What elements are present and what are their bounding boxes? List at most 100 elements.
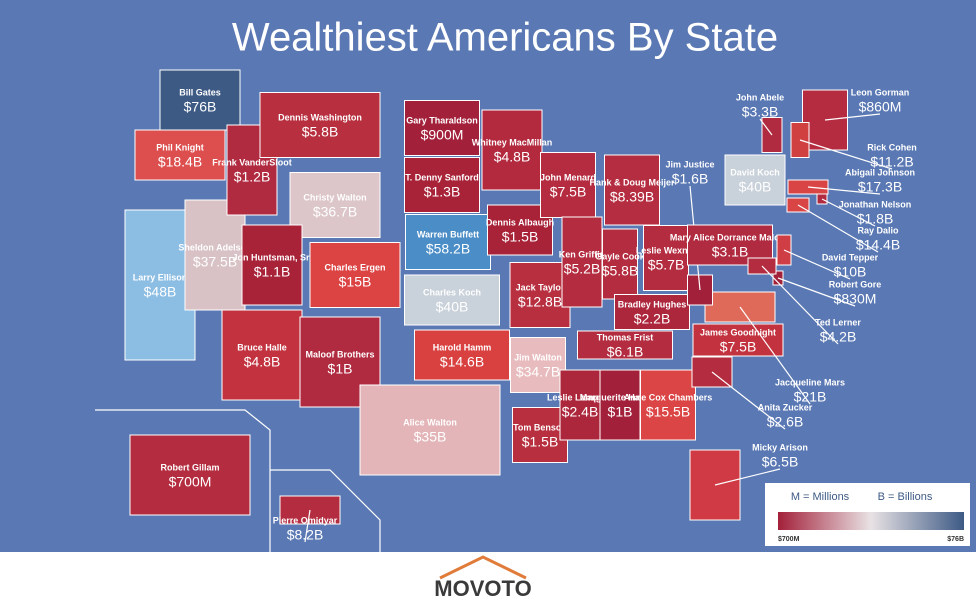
person-name: Leslie Lampton — [547, 392, 613, 402]
person-name: T. Denny Sanford — [405, 172, 479, 182]
state: Dennis Albaugh $1.5B — [486, 204, 554, 256]
person-name: Leon Gorman — [851, 87, 910, 97]
state: Thomas Frist $6.1B — [577, 330, 673, 360]
leader-line — [714, 468, 781, 486]
net-worth: $21B — [794, 389, 827, 405]
state-shape — [404, 100, 480, 156]
net-worth: $5.8B — [602, 263, 639, 279]
person-name: Rick Cohen — [867, 142, 917, 152]
net-worth: $830M — [834, 291, 877, 307]
net-worth: $11.2B — [870, 154, 913, 170]
person-name: Dennis Washington — [278, 112, 362, 122]
leader-line — [739, 306, 811, 405]
person-name: Bill Gates — [179, 87, 221, 97]
net-worth: $36.7B — [313, 204, 357, 220]
leader-line — [711, 371, 786, 430]
net-worth: $5.8B — [302, 124, 339, 140]
leader-line — [799, 139, 893, 170]
person-name: Micky Arison — [752, 442, 808, 452]
state: Dennis Washington $5.8B — [259, 92, 381, 158]
state: Charles Ergen $15B — [309, 242, 401, 308]
person-name: Leslie Wexner — [636, 245, 697, 255]
state-shape — [309, 242, 401, 308]
person-name: Charles Koch — [423, 287, 481, 297]
person-name: Alice Walton — [403, 417, 457, 427]
net-worth: $900M — [421, 127, 464, 143]
net-worth: $1B — [328, 361, 353, 377]
person-name: Harold Hamm — [433, 342, 492, 352]
state: Charles Koch $40B — [404, 274, 500, 326]
net-worth: $1.6B — [672, 171, 709, 187]
legend-billions: B = Billions — [878, 491, 933, 503]
state: Marguerite Harbert $1B — [580, 369, 660, 441]
title: Wealthiest Americans By State — [232, 16, 778, 60]
person-name: Christy Walton — [303, 192, 366, 202]
state: Phil Knight $18.4B — [134, 129, 226, 181]
state: Ted Lerner $4.2B — [747, 257, 861, 345]
state-shape — [724, 154, 786, 206]
person-name: Mary Alice Dorrance Malone — [670, 232, 790, 242]
person-name: John Abele — [736, 92, 784, 102]
state: Leslie Lampton $2.4B — [547, 369, 613, 441]
state-shape — [359, 384, 501, 476]
leader-line — [783, 249, 851, 280]
person-name: Phil Knight — [156, 142, 204, 152]
net-worth: $8.39B — [610, 189, 654, 205]
legend-max: $76B — [947, 536, 964, 543]
person-name: Dennis Albaugh — [486, 217, 554, 227]
net-worth: $5.7B — [648, 257, 685, 273]
state: John Menard $7.5B — [540, 152, 596, 218]
net-worth: $4.8B — [244, 354, 281, 370]
net-worth: $4.8B — [494, 149, 531, 165]
leader-line — [761, 265, 839, 345]
net-worth: $48B — [144, 284, 177, 300]
person-name: Jim Walton — [514, 352, 562, 362]
state: Whitney MacMillan $4.8B — [472, 109, 552, 191]
state-shape — [404, 157, 480, 213]
net-worth: $8.2B — [287, 527, 324, 543]
person-name: Ray Dalio — [857, 225, 899, 235]
net-worth: $40B — [436, 299, 469, 315]
state: Anne Cox Chambers $15.5B — [624, 369, 713, 441]
person-name: Anne Cox Chambers — [624, 392, 713, 402]
net-worth: $14.6B — [440, 354, 484, 370]
state: Hank & Doug Meijer $8.39B — [589, 154, 675, 226]
person-name: Jonathan Nelson — [839, 199, 912, 209]
net-worth: $1.3B — [424, 184, 461, 200]
leader-line — [807, 186, 881, 195]
state: Anita Zucker $2.6B — [691, 356, 813, 430]
net-worth: $3.3B — [742, 104, 779, 120]
state-shape — [602, 228, 638, 300]
net-worth: $6.5B — [762, 454, 799, 470]
net-worth: $2.2B — [634, 311, 671, 327]
person-name: David Koch — [730, 167, 780, 177]
person-name: Gayle Cook — [595, 251, 646, 261]
state: Abigail Johnson $17.3B — [787, 167, 915, 195]
state: Bill Gates $76B — [159, 69, 241, 131]
net-worth: $4.2B — [820, 329, 857, 345]
net-worth: $7.5B — [720, 339, 757, 355]
person-name: David Tepper — [822, 252, 879, 262]
state-shape — [404, 274, 500, 326]
net-worth: $700M — [169, 474, 212, 490]
state: Ken Griffin $5.2B — [559, 216, 606, 308]
person-name: Ken Griffin — [559, 249, 606, 259]
net-worth: $14.4B — [856, 237, 900, 253]
state: Sheldon Adelson $37.5B — [178, 199, 252, 311]
state-shape — [241, 224, 303, 306]
hawaii-inset-border — [270, 469, 381, 552]
person-name: Warren Buffett — [417, 229, 479, 239]
state: John Abele $3.3B — [736, 92, 784, 153]
state: Warren Buffett $58.2B — [405, 214, 491, 270]
state-shape — [643, 225, 689, 291]
legend-millions: M = Millions — [791, 491, 850, 503]
state: Ray Dalio $14.4B — [786, 197, 900, 253]
person-name: James Goodnight — [700, 327, 776, 337]
person-name: Thomas Frist — [597, 332, 654, 342]
state: Jon Huntsman, Sr. $1.1B — [232, 224, 312, 306]
leader-line — [821, 198, 876, 227]
brand: MOVOTO — [434, 576, 531, 601]
person-name: Anita Zucker — [758, 402, 813, 412]
state: Tom Benson $1.5B — [512, 407, 568, 463]
person-name: Abigail Johnson — [845, 167, 915, 177]
